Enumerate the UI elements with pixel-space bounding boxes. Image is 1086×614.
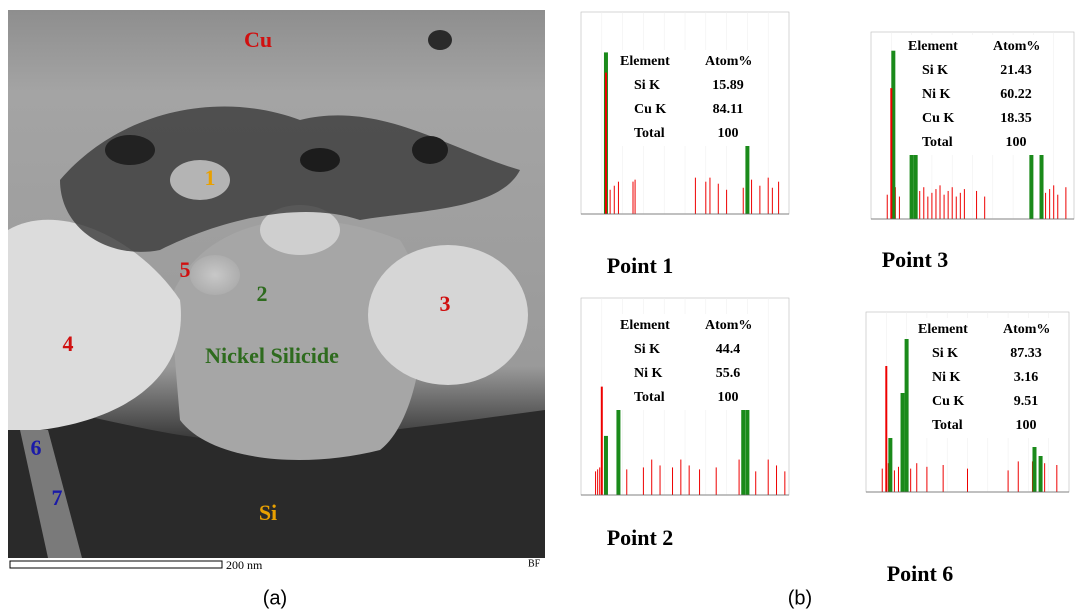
table-value: 9.51 [1014,394,1039,409]
image-label: 5 [180,257,191,282]
spectrum-peak [1039,456,1043,492]
table-value: 100 [718,126,739,141]
table-element: Si K [634,342,660,357]
image-label: 1 [205,165,216,190]
table-header: Atom% [705,318,752,333]
table-header: Element [620,318,670,333]
table-value: 87.33 [1010,346,1042,361]
mode-label: BF [528,558,541,569]
table-element: Si K [932,346,958,361]
spectrum-peak [888,438,892,492]
caption-b: (b) [788,587,812,609]
spectrum-panel: Element Atom% Si K 44.4 Ni K 55.6 Total 100 Poin… [581,298,789,550]
table-value: 3.16 [1014,370,1039,385]
image-label: Nickel Silicide [205,343,339,368]
scale-label: 200 nm [226,558,263,572]
table-header: Element [918,322,968,337]
image-label: 7 [52,485,63,510]
table-element: Si K [634,78,660,93]
table-element: Ni K [932,370,961,385]
table-header: Element [620,54,670,69]
table-element: Ni K [922,87,951,102]
table-element: Cu K [922,111,954,126]
spectrum-peak [905,339,909,492]
spectrum-title: Point 3 [882,247,949,272]
spectrum-title: Point 1 [607,253,674,278]
table-value: 44.4 [716,342,741,357]
table-element: Cu K [932,394,964,409]
page: Cu 1 5 2 Nickel Silicide 3 4 67 Si 200 nm BF (a)… [0,0,1086,614]
image-label: 4 [63,331,74,356]
table-value: 55.6 [716,366,741,381]
image-label: Cu [244,27,272,52]
spectrum-panel: Element Atom% Si K 21.43 Ni K 60.22 Cu K 18.35 T… [871,32,1074,272]
table-value: 100 [718,390,739,405]
table-value: 21.43 [1000,63,1032,78]
scale-bar [10,561,222,568]
spectrum-peak [1032,447,1036,492]
table-element: Total [922,135,953,150]
table-element: Total [634,126,665,141]
table-element: Si K [922,63,948,78]
table-value: 18.35 [1000,111,1032,126]
image-label: 2 [257,281,268,306]
table-header: Atom% [705,54,752,69]
table-value: 15.89 [712,78,744,93]
figure: Cu 1 5 2 Nickel Silicide 3 4 67 Si 200 nm BF (a)… [0,0,1086,614]
spectrum-panel: Element Atom% Si K 87.33 Ni K 3.16 Cu K 9.51 Tot… [866,312,1069,586]
table-element: Total [932,418,963,433]
image-label: 3 [440,291,451,316]
spectrum-title: Point 2 [607,525,674,550]
table-element: Total [634,390,665,405]
image-label: Si [259,500,277,525]
table-element: Cu K [634,102,666,117]
table-header: Atom% [1003,322,1050,337]
table-value: 60.22 [1000,87,1032,102]
table-header: Atom% [993,39,1040,54]
table-value: 100 [1016,418,1037,433]
spectrum-peak [741,406,745,495]
spectrum-peak [901,393,905,492]
spectrum-peak [745,143,749,214]
table-header: Element [908,39,958,54]
table-value: 100 [1006,135,1027,150]
spectrum-peak [604,436,608,495]
spectrum-panel: Element Atom% Si K 15.89 Cu K 84.11 Total 100 Po… [581,12,789,278]
spectrum-title: Point 6 [887,561,954,586]
table-element: Ni K [634,366,663,381]
caption-a: (a) [263,587,287,609]
table-value: 84.11 [713,102,744,117]
image-label: 6 [31,435,42,460]
tem-image [8,10,545,558]
